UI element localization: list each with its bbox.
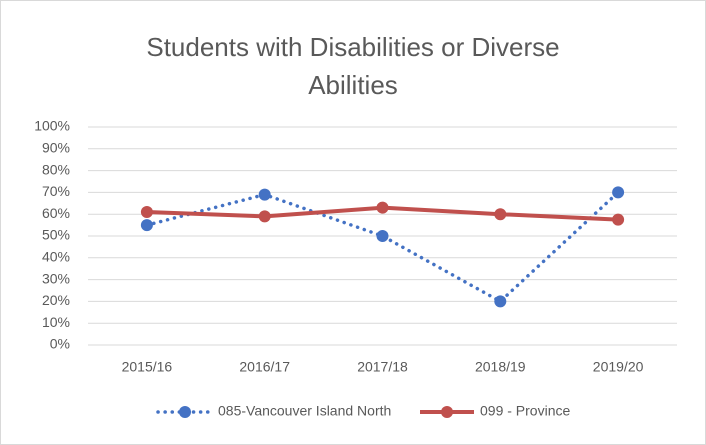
y-tick-label: 40% (42, 249, 70, 265)
y-tick-label: 70% (42, 183, 70, 199)
series-line (145, 190, 620, 304)
chart-title: Students with Disabilities or Diverse Ab… (146, 32, 560, 100)
legend-marker (179, 406, 191, 418)
x-tick-label: 2016/17 (239, 359, 290, 375)
y-tick-label: 80% (42, 161, 70, 177)
legend-marker (441, 406, 453, 418)
y-tick-label: 60% (42, 205, 70, 221)
y-tick-label: 90% (42, 140, 70, 156)
legend-label: 099 - Province (480, 403, 570, 419)
legend-label: 085-Vancouver Island North (218, 403, 391, 419)
x-tick-label: 2017/18 (357, 359, 408, 375)
data-point (612, 186, 625, 199)
data-point (258, 188, 271, 201)
data-point (376, 230, 389, 242)
y-tick-label: 0% (50, 336, 70, 352)
x-tick-label: 2019/20 (593, 359, 644, 375)
y-tick-label: 100% (34, 118, 70, 134)
data-point (258, 210, 271, 223)
y-tick-label: 50% (42, 227, 70, 243)
y-tick-label: 10% (42, 314, 70, 330)
data-point (494, 208, 507, 221)
data-point (140, 206, 153, 219)
data-point (494, 295, 507, 308)
y-tick-label: 30% (42, 270, 70, 286)
x-tick-label: 2015/16 (122, 359, 173, 375)
y-tick-label: 20% (42, 292, 70, 308)
x-tick-label: 2018/19 (475, 359, 526, 375)
data-point (376, 201, 389, 214)
data-point (612, 213, 625, 226)
data-point (140, 219, 153, 232)
